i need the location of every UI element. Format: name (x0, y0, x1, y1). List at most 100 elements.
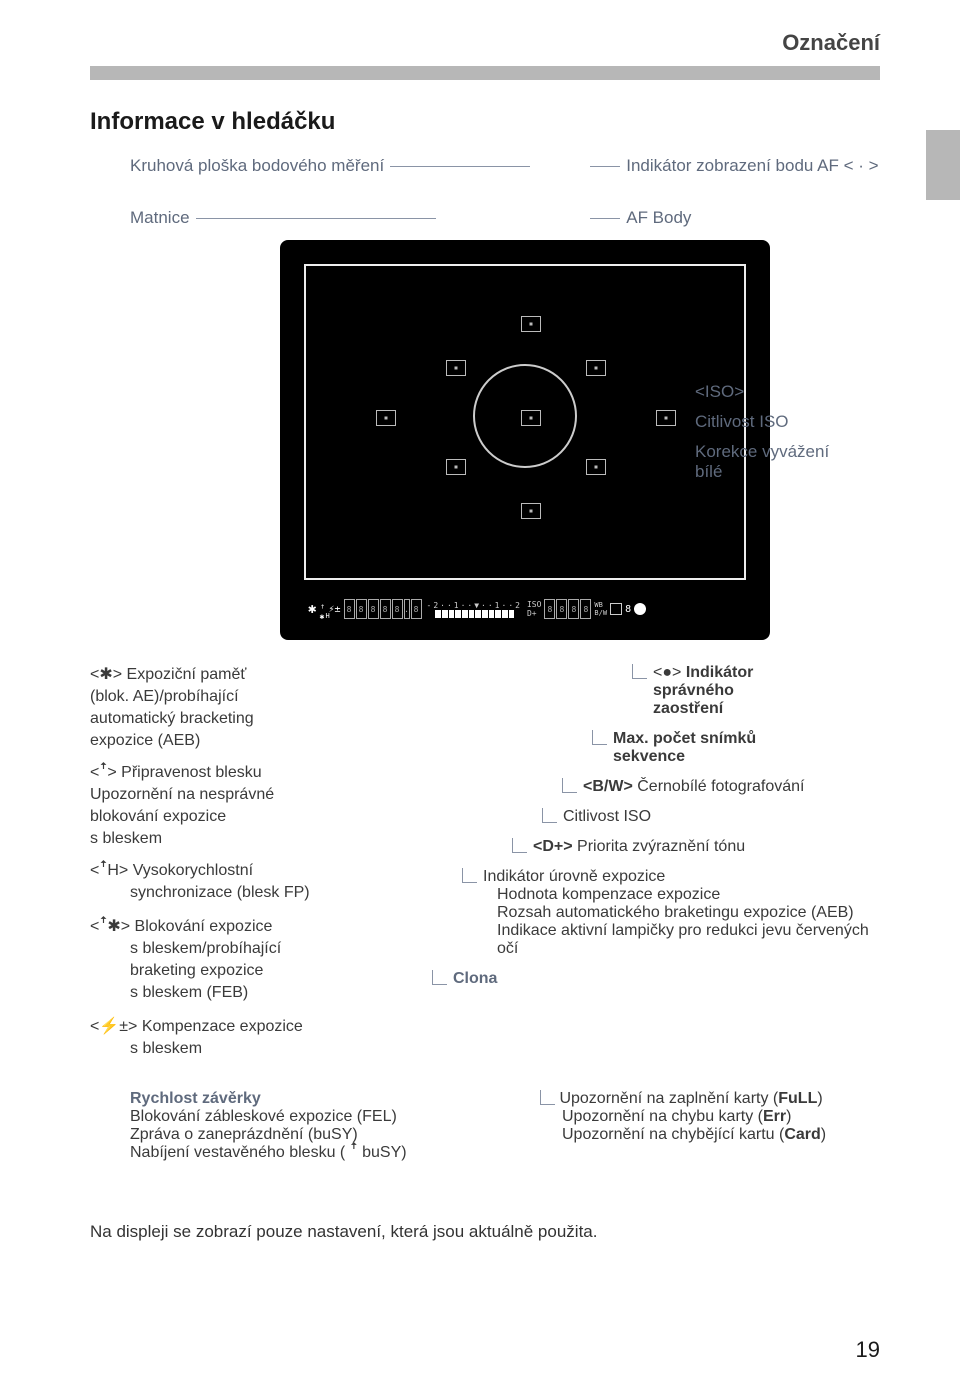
callout-text: s bleskem/probíhající (90, 940, 420, 958)
ae-lock-icon: ✱ (308, 601, 316, 617)
scale-label: -2··1··▼··1··2 (427, 601, 522, 610)
callout-text: synchronizace (blesk FP) (90, 884, 420, 902)
af-point (586, 360, 606, 376)
hook-line (540, 1090, 555, 1105)
callout-exposure-level: Indikátor úrovně expozice Hodnota kompen… (462, 868, 880, 958)
callout-text: Kompenzace expozice (142, 1018, 303, 1035)
section-title: Informace v hledáčku (90, 108, 880, 136)
callout-sub: Rozsah automatického braketingu expozice… (483, 904, 880, 922)
flash-comp-icon: ⚡± (328, 604, 340, 615)
callout-flash-comp: <⚡±> Kompenzace expozice s bleskem (90, 1016, 420, 1058)
callout-text: (blok. AE)/probíhající (90, 688, 420, 706)
hook-line (632, 664, 647, 679)
hook-line (462, 868, 477, 883)
af-point (446, 459, 466, 475)
af-point (521, 316, 541, 332)
callout-flash-ready: <ꜛ> Připravenost blesku Upozornění na ne… (90, 764, 420, 848)
seg-display-iso: 8888 (544, 599, 591, 619)
af-point (521, 503, 541, 519)
callout-text: s bleskem (FEB) (90, 984, 420, 1002)
callout-iso: <ISO> (695, 382, 835, 402)
callout-sub: Indikace aktivní lampičky pro redukci je… (483, 922, 880, 958)
hook-line (542, 808, 557, 823)
viewfinder-frame (304, 264, 746, 580)
viewfinder-info-strip: ✱ ꜛ✱H ⚡± 88888.8 -2··1··▼··1··2 ISO D+ 8… (308, 592, 742, 626)
callout-card-err: Upozornění na chybu karty (Err) (562, 1108, 791, 1125)
callout-text: Připravenost blesku (121, 764, 262, 781)
left-callout-column: <✱> Expoziční paměť (blok. AE)/probíhají… (90, 664, 420, 1072)
bw-symbol: <B/W> (583, 778, 633, 795)
callout-text: s bleskem (90, 830, 420, 848)
hs-sync-symbol: <ꜛH> (90, 862, 128, 879)
callout-spot-metering: Kruhová ploška bodového měření (130, 156, 530, 176)
callout-iso-text: Citlivost ISO (695, 412, 835, 432)
callout-fe-lock: <ꜛ✱> Blokování expozice s bleskem/probíh… (90, 916, 420, 1002)
flash-comp-symbol: <⚡±> (90, 1018, 137, 1035)
callout-busy: Zpráva o zaneprázdnění (buSY) (130, 1126, 500, 1144)
footnote: Na displeji se zobrazí pouze nastavení, … (90, 1222, 880, 1242)
callout-text: expozice (AEB) (90, 732, 420, 750)
iso-text: ISO (527, 600, 541, 609)
callout-text: Upozornění na nesprávné (90, 786, 420, 804)
ae-lock-symbol: <✱> (90, 666, 122, 683)
callout-wb-correction: Korekce vyvážení bílé (695, 442, 835, 482)
leader-line (590, 166, 620, 167)
dplus-text: D+ (527, 609, 541, 618)
hook-line (512, 838, 527, 853)
hook-line (592, 730, 607, 745)
af-point (446, 360, 466, 376)
callout-text: Expoziční paměť (127, 666, 247, 683)
fe-lock-symbol: <ꜛ✱> (90, 918, 130, 935)
callout-dplus: <D+> Priorita zvýraznění tónu (512, 838, 880, 856)
wb-text: WB (594, 601, 607, 609)
exposure-scale: -2··1··▼··1··2 (427, 601, 522, 618)
callout-bold: sekvence (613, 748, 685, 765)
af-point (656, 410, 676, 426)
callout-text: Indikátor úrovně expozice (483, 868, 880, 886)
header-rule (90, 66, 880, 80)
callout-card-full: Upozornění na zaplnění karty (FuLL) (559, 1090, 822, 1107)
callout-columns: <✱> Expoziční paměť (blok. AE)/probíhají… (90, 664, 880, 1072)
callout-text: automatický bracketing (90, 710, 420, 728)
af-point (521, 410, 541, 426)
leader-line (196, 218, 436, 219)
callout-text: Citlivost ISO (563, 808, 651, 826)
callout-shutter: Rychlost závěrky (130, 1090, 500, 1108)
top-callouts: Kruhová ploška bodového měření Matnice I… (130, 156, 880, 228)
callout-af-body: AF Body (590, 208, 878, 228)
callout-matnice: Matnice (130, 208, 530, 228)
bw-text: B/W (594, 609, 607, 617)
callout-bw: <B/W> Černobílé fotografování (562, 778, 880, 796)
callout-text: braketing expozice (90, 962, 420, 980)
dplus-symbol: <D+> (533, 838, 573, 855)
hook-line (432, 970, 447, 985)
callout-af-indicator: Indikátor zobrazení bodu AF < · > (590, 156, 878, 176)
bottom-left-callouts: Rychlost závěrky Blokování zábleskové ex… (130, 1090, 500, 1162)
flash-ready-symbol: <ꜛ> (90, 764, 117, 781)
callout-bold: správného (653, 682, 734, 699)
callout-label: Matnice (130, 208, 190, 228)
callout-fel: Blokování zábleskové expozice (FEL) (130, 1108, 500, 1126)
burst-count: 8 (625, 604, 631, 615)
callout-text: Vysokorychlostní (133, 862, 253, 879)
wb-bw-label: WB B/W (594, 601, 607, 617)
callout-text: Priorita zvýraznění tónu (577, 838, 745, 855)
page-number: 19 (856, 1337, 880, 1363)
iso-symbol: <ISO> (695, 382, 744, 402)
leader-line (590, 218, 620, 219)
header-label: Označení (782, 30, 880, 55)
callout-card-missing: Upozornění na chybějící kartu (Card) (562, 1126, 826, 1143)
callout-aperture: Clona (432, 970, 880, 988)
wb-correction-label: Korekce vyvážení bílé (695, 442, 835, 482)
callout-flash-busy: Nabíjení vestavěného blesku ( ꜛ buSY) (130, 1144, 500, 1162)
callout-text: Clona (453, 970, 497, 988)
af-point (376, 410, 396, 426)
callout-max-burst: Max. počet snímků sekvence (592, 730, 880, 766)
callout-text: s bleskem (90, 1040, 420, 1058)
callout-label: Kruhová ploška bodového měření (130, 156, 384, 176)
callout-iso-sens: Citlivost ISO (542, 808, 880, 826)
side-tab (926, 130, 960, 200)
callout-label: Indikátor zobrazení bodu AF < · > (626, 156, 878, 176)
callout-text: blokování expozice (90, 808, 420, 826)
bottom-right-callouts: Upozornění na zaplnění karty (FuLL) Upoz… (540, 1090, 880, 1162)
